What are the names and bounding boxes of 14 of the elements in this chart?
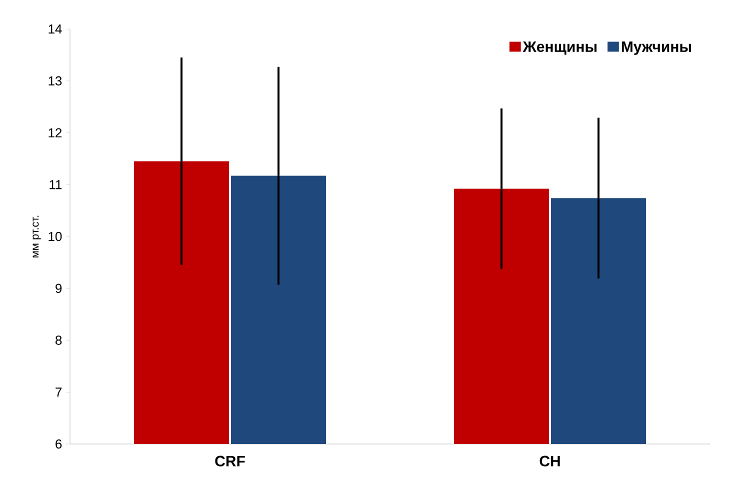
y-tick-label: 7: [56, 388, 62, 397]
y-tick-label: 14: [48, 24, 62, 34]
y-tick-label: 9: [56, 284, 62, 293]
legend-label: Мужчины: [622, 42, 691, 55]
legend-label: Женщины: [522, 42, 596, 55]
y-tick-label: 8: [56, 336, 62, 345]
y-axis-title: мм рт.ст.: [32, 216, 41, 258]
y-tick-label: 12: [48, 128, 62, 138]
x-tick-label: CRF: [215, 456, 245, 466]
y-tick-label: 11: [50, 180, 62, 190]
y-tick-label: 13: [48, 76, 62, 86]
y-tick-label: 6: [56, 439, 62, 449]
y-tick-label: 10: [48, 232, 62, 242]
x-tick-label: CH: [540, 456, 560, 466]
